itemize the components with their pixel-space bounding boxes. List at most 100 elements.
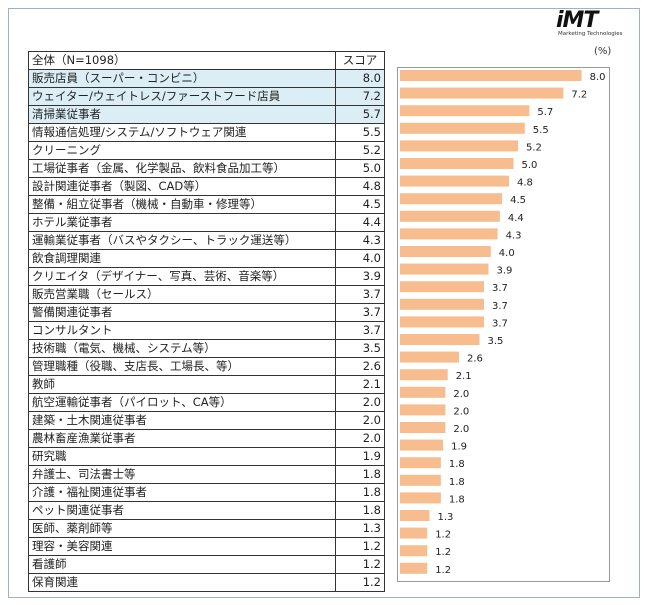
- bar-value-label: 2.6: [467, 354, 483, 365]
- bar: [400, 105, 530, 117]
- row-score-value: 5.0: [335, 159, 385, 178]
- row-category-label: 建築・土木関連従事者: [28, 411, 336, 430]
- table-row: 理容・美容関連 1.2: [28, 537, 385, 556]
- bar: [400, 492, 441, 504]
- bar: [400, 422, 446, 433]
- row-category-label: ホテル業従事者: [28, 213, 336, 232]
- row-score-value: 1.8: [335, 483, 385, 502]
- table-row: コンサルタント 3.7: [28, 321, 385, 340]
- row-category-label: コンサルタント: [28, 321, 336, 340]
- table-row: 農林畜産漁業従事者 2.0: [28, 429, 385, 448]
- bar: [400, 158, 514, 169]
- table-row: 警備関連従事者 3.7: [28, 303, 385, 322]
- table-row: 看護師 1.2: [28, 555, 385, 574]
- bar-value-label: 1.8: [449, 477, 465, 488]
- bar-value-label: 1.2: [435, 547, 451, 558]
- row-score-value: 2.0: [335, 393, 385, 412]
- bar: [400, 87, 564, 99]
- row-category-label: 設計関連従事者（製図、CAD等）: [28, 177, 336, 196]
- bar: [400, 474, 441, 486]
- table-row: 販売店員（スーパー・コンビニ） 8.0: [28, 69, 385, 88]
- bar-value-label: 4.0: [499, 248, 515, 259]
- row-score-value: 4.8: [335, 177, 385, 196]
- row-category-label: 教師: [28, 375, 336, 394]
- table-row: 設計関連従事者（製図、CAD等） 4.8: [28, 177, 385, 196]
- table-row: ウェイター/ウェイトレス/ファーストフード店員 7.2: [28, 87, 385, 106]
- bar-value-label: 7.2: [571, 90, 587, 101]
- table-row: 工場従事者（金属、化学製品、飲料食品加工等） 5.0: [28, 159, 385, 178]
- bar: [400, 545, 428, 557]
- row-score-value: 3.9: [335, 267, 385, 286]
- table-row: 教師 2.1: [28, 375, 385, 394]
- bar: [400, 298, 484, 310]
- bar-value-label: 5.0: [522, 160, 538, 171]
- row-category-label: 販売営業職（セールス）: [28, 285, 336, 304]
- bar: [400, 386, 446, 398]
- bar-value-label: 2.1: [456, 371, 472, 382]
- bar-chart-area: 8.0 7.2 5.7 5.5 5.2 5.0 4.8 4.5 4.4 4.3 4.0 3.9 3.7 3…: [397, 67, 610, 582]
- row-category-label: 管理職種（役職、支店長、工場長、等）: [28, 357, 336, 376]
- row-score-value: 4.5: [335, 195, 385, 214]
- row-category-label: 研究職: [28, 447, 336, 466]
- row-score-value: 4.0: [335, 249, 385, 268]
- table-body: 販売店員（スーパー・コンビニ） 8.0 ウェイター/ウェイトレス/ファーストフード店…: [28, 69, 385, 592]
- row-score-value: 5.2: [335, 141, 385, 160]
- bar-value-label: 5.5: [533, 125, 549, 136]
- row-score-value: 4.4: [335, 213, 385, 232]
- table-row: 介護・福祉関連従事者 1.8: [28, 483, 385, 502]
- bar-value-label: 1.9: [451, 442, 467, 453]
- bar-value-label: 4.8: [517, 178, 533, 189]
- bar: [400, 210, 500, 222]
- bar-value-label: 3.7: [492, 318, 508, 329]
- row-score-value: 5.7: [335, 105, 385, 124]
- table-row: 販売営業職（セールス） 3.7: [28, 285, 385, 304]
- bar-value-label: 3.9: [497, 266, 513, 277]
- table-row: 建築・土木関連従事者 2.0: [28, 411, 385, 430]
- bar: [400, 351, 459, 363]
- bar: [400, 246, 491, 257]
- row-score-value: 2.1: [335, 375, 385, 394]
- table-row: 整備・組立従事者（機械・自動車・修理等） 4.5: [28, 195, 385, 214]
- bar-value-label: 4.3: [506, 230, 522, 241]
- bar: [400, 369, 448, 381]
- bar: [400, 228, 498, 240]
- row-category-label: クリーニング: [28, 141, 336, 160]
- row-score-value: 4.3: [335, 231, 385, 250]
- bar-value-label: 4.4: [508, 213, 524, 224]
- row-category-label: 弁護士、司法書士等: [28, 465, 336, 484]
- table-row: 技術職（電気、機械、システム等） 3.5: [28, 339, 385, 358]
- row-category-label: 介護・福祉関連従事者: [28, 483, 336, 502]
- row-score-value: 5.5: [335, 123, 385, 142]
- bar: [400, 140, 518, 152]
- row-category-label: 警備関連従事者: [28, 303, 336, 322]
- table-row: 情報通信処理/システム/ソフトウェア関連 5.5: [28, 123, 385, 142]
- bar: [400, 457, 441, 469]
- row-category-label: 工場従事者（金属、化学製品、飲料食品加工等）: [28, 159, 336, 178]
- row-category-label: 農林畜産漁業従事者: [28, 429, 336, 448]
- bar-value-label: 5.7: [537, 107, 553, 118]
- row-category-label: クリエイタ（デザイナー、写真、芸術、音楽等）: [28, 267, 336, 286]
- row-score-value: 3.7: [335, 321, 385, 340]
- column-header-score: スコア: [335, 51, 385, 70]
- row-score-value: 8.0: [335, 69, 385, 88]
- bar: [400, 439, 444, 451]
- table-row: 弁護士、司法書士等 1.8: [28, 465, 385, 484]
- bar-value-label: 5.2: [526, 142, 542, 153]
- bar: [400, 263, 489, 275]
- row-category-label: ペット関連従事者: [28, 501, 336, 520]
- row-category-label: 理容・美容関連: [28, 537, 336, 556]
- table-row: 管理職種（役職、支店長、工場長、等） 2.6: [28, 357, 385, 376]
- row-category-label: 情報通信処理/システム/ソフトウェア関連: [28, 123, 336, 142]
- bar: [400, 527, 428, 539]
- bar-value-label: 4.5: [510, 195, 526, 206]
- score-table: 全体（N=1098） スコア 販売店員（スーパー・コンビニ） 8.0 ウェイター/ウ…: [28, 51, 385, 592]
- bar: [400, 122, 525, 134]
- column-header-label: 全体（N=1098）: [28, 51, 336, 70]
- row-category-label: 医師、薬剤師等: [28, 519, 336, 538]
- bar-chart: 8.07.2 5.7 5.5 5.2 5.0 4.8 4.5 4.4 4.3 4.0 3.9 3.7 3…: [400, 70, 606, 576]
- row-score-value: 1.9: [335, 447, 385, 466]
- row-score-value: 2.6: [335, 357, 385, 376]
- row-score-value: 1.8: [335, 501, 385, 520]
- bar-value-label: 8.0: [590, 72, 606, 83]
- row-score-value: 7.2: [335, 87, 385, 106]
